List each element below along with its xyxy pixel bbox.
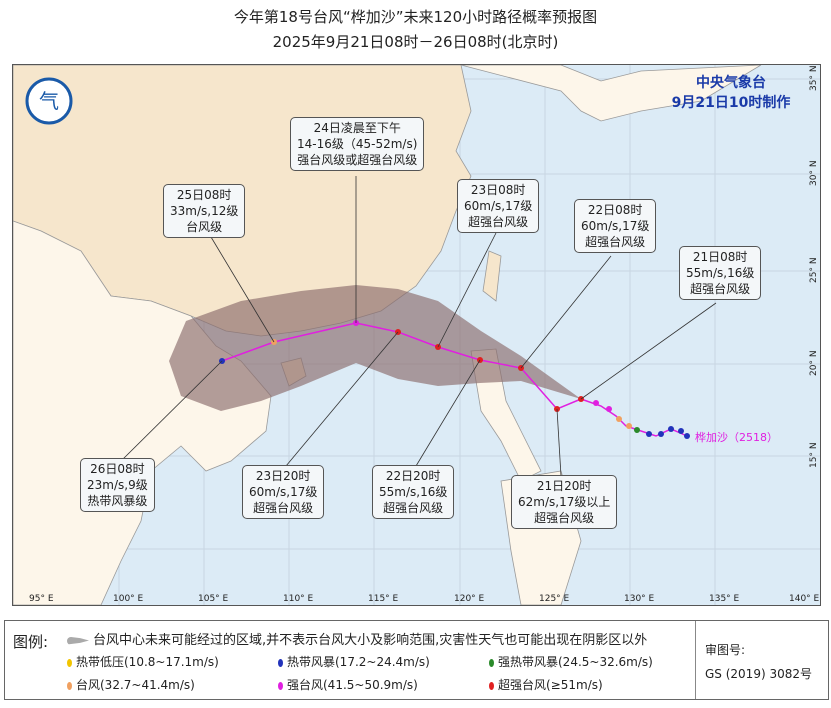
callout-level: 超强台风级 <box>534 511 595 525</box>
callout-level: 超强台风级 <box>690 282 751 296</box>
callout-wind: 60m/s,17级 <box>464 199 533 213</box>
callout-wind: 55m/s,16级 <box>379 485 448 499</box>
review-number: GS (2019) 3082号 <box>705 667 812 681</box>
lon-label: 120° E <box>454 594 485 604</box>
agency-name: 中央气象台 <box>696 74 766 91</box>
cone-icon <box>67 636 89 645</box>
cma-logo-glyph: 气 <box>39 89 59 113</box>
dot-icon <box>67 681 72 690</box>
map-title: 今年第18号台风“桦加沙”未来120小时路径概率预报图 <box>233 8 598 26</box>
callout-level: 超强台风级 <box>468 215 529 229</box>
map-subtitle: 2025年9月21日08时－26日08时(北京时) <box>272 33 559 51</box>
callout-25: 25日08时 33m/s,12级 台风级 <box>163 184 246 238</box>
legend-item: 热带风暴(17.2~24.4m/s) <box>278 653 430 670</box>
callout-23-20: 23日20时 60m/s,17级 超强台风级 <box>242 465 325 519</box>
indochina <box>13 220 272 605</box>
callout-time: 22日20时 <box>385 469 441 483</box>
lon-label: 100° E <box>113 594 144 604</box>
legend-item-label: 热带低压(10.8~17.1m/s) <box>76 655 219 669</box>
callout-wind: 55m/s,16级 <box>686 266 755 280</box>
callout-23-08: 23日08时 60m/s,17级 超强台风级 <box>457 179 540 233</box>
lon-label: 110° E <box>283 594 314 604</box>
callout-21-08: 21日08时 55m/s,16级 超强台风级 <box>679 246 762 300</box>
legend: 图例: 台风中心未来可能经过的区域,并不表示台风大小及影响范围,灾害性天气也可能… <box>4 620 829 700</box>
legend-item-label: 强热带风暴(24.5~32.6m/s) <box>498 655 653 669</box>
legend-item-label: 台风(32.7~41.4m/s) <box>76 678 195 692</box>
callout-time: 22日08时 <box>587 203 643 217</box>
callout-26-08: 26日08时 23m/s,9级 热带风暴级 <box>80 458 155 512</box>
callout-wind: 14-16级（45-52m/s) <box>297 137 418 151</box>
cone-text: 台风中心未来可能经过的区域,并不表示台风大小及影响范围,灾害性天气也可能出现在阴… <box>93 633 648 648</box>
lat-label: 20° N <box>809 350 819 376</box>
callout-wind: 33m/s,12级 <box>170 204 239 218</box>
callout-level: 热带风暴级 <box>87 494 148 508</box>
legend-item-label: 热带风暴(17.2~24.4m/s) <box>287 655 430 669</box>
lat-labels: 35° N 30° N 25° N 20° N 15° N <box>809 65 819 468</box>
callout-time: 25日08时 <box>176 188 232 202</box>
legend-item: 强热带风暴(24.5~32.6m/s) <box>489 653 653 670</box>
lon-label: 125° E <box>539 594 570 604</box>
callout-leaders <box>120 176 717 477</box>
dot-icon <box>489 681 494 690</box>
callout-24: 24日凌晨至下午 14-16级（45-52m/s) 强台风级或超强台风级 <box>290 117 425 171</box>
callout-22-20: 22日20时 55m/s,16级 超强台风级 <box>372 465 455 519</box>
callout-level: 超强台风级 <box>383 501 444 515</box>
callout-22-08: 22日08时 60m/s,17级 超强台风级 <box>574 199 657 253</box>
callout-level: 台风级 <box>186 220 223 234</box>
callout-time: 23日20时 <box>255 469 311 483</box>
legend-item-label: 超强台风(≥51m/s) <box>498 678 603 692</box>
lat-label: 25° N <box>809 257 819 283</box>
lon-label: 140° E <box>789 594 820 604</box>
legend-item-label: 强台风(41.5~50.9m/s) <box>287 678 418 692</box>
lat-label: 30° N <box>809 160 819 186</box>
korea-japan <box>460 65 762 122</box>
lon-label: 130° E <box>624 594 655 604</box>
callout-time: 23日08时 <box>470 183 526 197</box>
callout-level: 超强台风级 <box>253 501 314 515</box>
callout-time: 21日20时 <box>536 479 592 493</box>
lat-label: 35° N <box>809 65 819 91</box>
dot-icon <box>489 658 494 667</box>
lon-label: 115° E <box>368 594 399 604</box>
callout-time: 24日凌晨至下午 <box>313 121 401 135</box>
callout-wind: 60m/s,17级 <box>581 219 650 233</box>
callout-level: 超强台风级 <box>585 235 646 249</box>
review-label: 审图号: <box>705 643 746 657</box>
callout-wind: 62m/s,17级以上 <box>518 495 611 509</box>
lon-labels: 95° E 100° E 105° E 110° E 115° E 120° E 125° … <box>29 594 820 604</box>
dot-icon <box>278 681 283 690</box>
dot-icon <box>67 658 72 667</box>
legend-item: 热带低压(10.8~17.1m/s) <box>67 653 219 670</box>
legend-label: 图例: <box>13 633 49 651</box>
past-track-points <box>593 400 690 439</box>
lon-label: 95° E <box>29 594 54 604</box>
made-time: 9月21日10时制作 <box>672 94 791 111</box>
legend-item: 超强台风(≥51m/s) <box>489 676 603 693</box>
legend-item: 强台风(41.5~50.9m/s) <box>278 676 418 693</box>
probability-cone <box>169 285 581 411</box>
lon-label: 105° E <box>198 594 229 604</box>
legend-divider <box>695 621 696 699</box>
typhoon-name-label: 桦加沙（2518） <box>695 430 778 444</box>
dot-icon <box>278 658 283 667</box>
callout-time: 21日08时 <box>692 250 748 264</box>
callout-wind: 23m/s,9级 <box>87 478 148 492</box>
callout-wind: 60m/s,17级 <box>249 485 318 499</box>
callout-21-20: 21日20时 62m/s,17级以上 超强台风级 <box>511 475 618 529</box>
legend-cone: 台风中心未来可能经过的区域,并不表示台风大小及影响范围,灾害性天气也可能出现在阴… <box>67 629 647 648</box>
lon-label: 135° E <box>709 594 740 604</box>
taiwan <box>482 250 502 302</box>
legend-item: 台风(32.7~41.4m/s) <box>67 676 195 693</box>
callout-time: 26日08时 <box>90 462 145 476</box>
cma-logo <box>25 77 73 125</box>
lat-label: 15° N <box>809 442 819 468</box>
callout-level: 强台风级或超强台风级 <box>297 153 418 167</box>
